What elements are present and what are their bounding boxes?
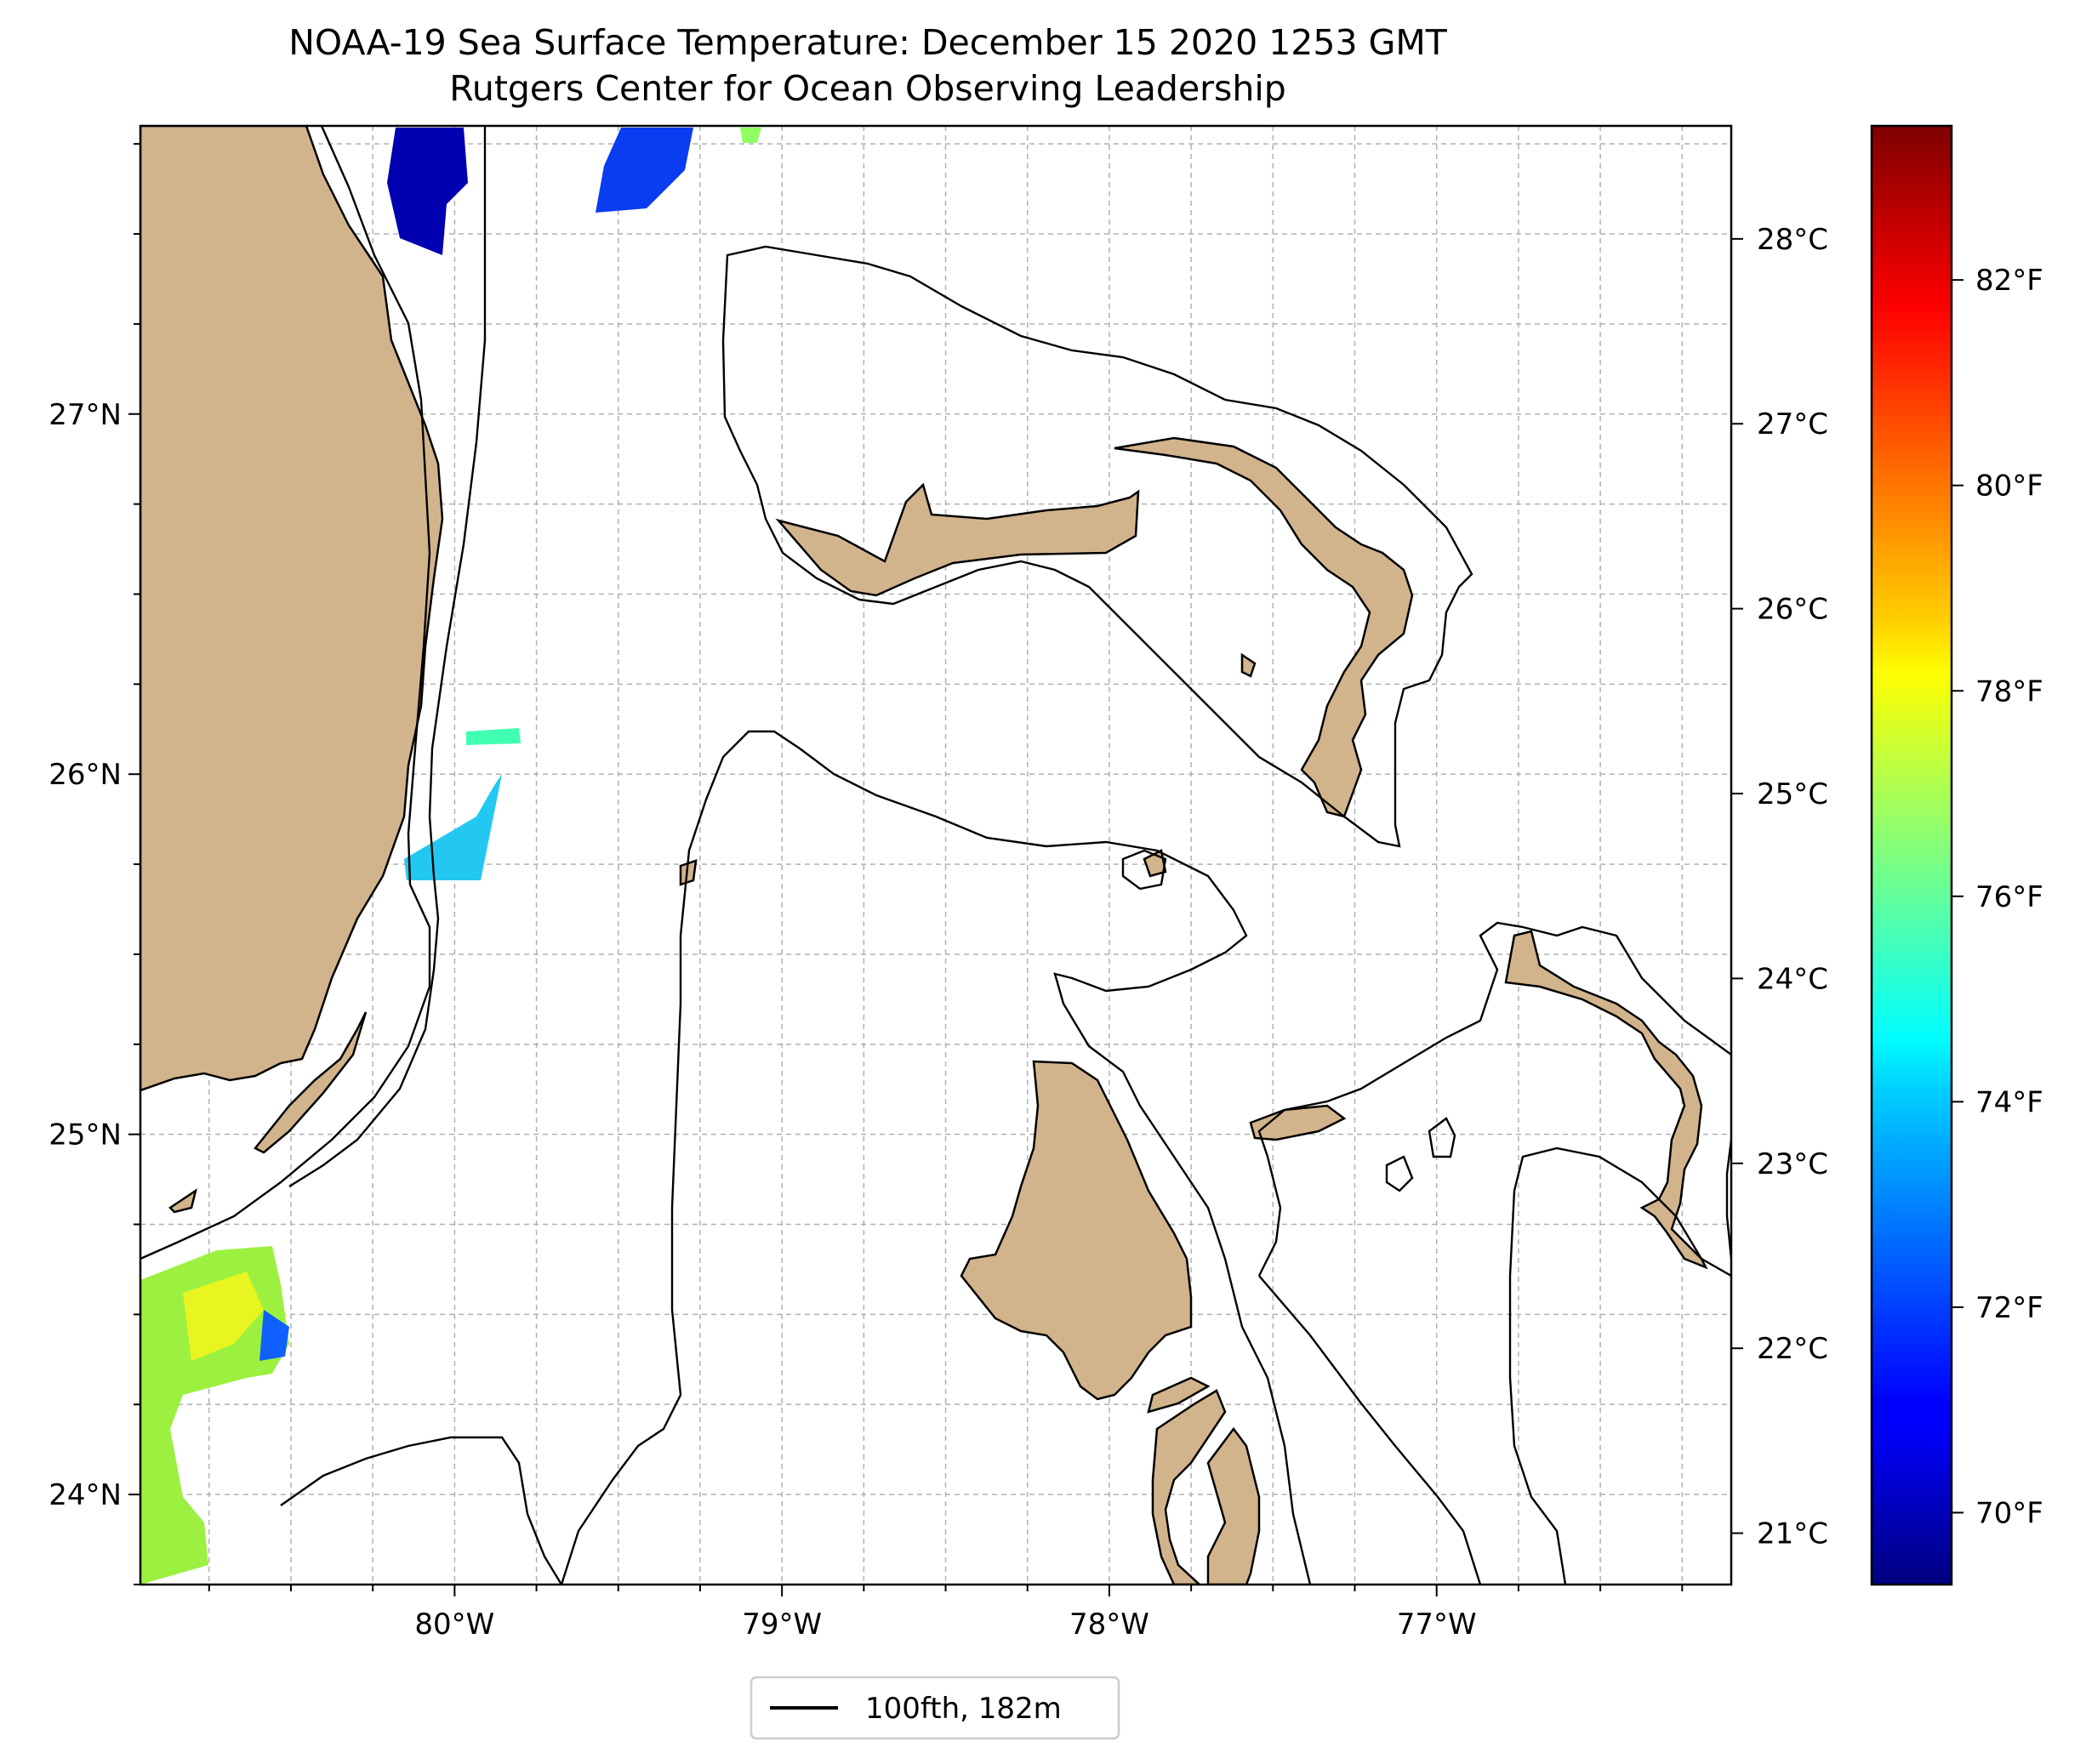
fahrenheit-tick-label: 70°F (1975, 1496, 2043, 1530)
x-tick-label: 79°W (742, 1608, 822, 1642)
y-axis-ticks: 24°N 25°N 26°N 27°N (48, 143, 140, 1585)
land-andros (960, 1060, 1193, 1401)
y-tick-label: 24°N (48, 1478, 122, 1512)
celsius-tick-label: 27°C (1757, 407, 1828, 441)
colorbar-frame (1870, 124, 1953, 1586)
contour-island-3 (1121, 849, 1167, 891)
celsius-tick-label: 22°C (1757, 1332, 1828, 1366)
sst-patch-north-blue (596, 128, 693, 213)
land-andros-south-3 (1206, 1426, 1261, 1585)
fahrenheit-tick-label: 76°F (1975, 880, 2043, 914)
contour-island-1 (1428, 1117, 1456, 1158)
celsius-tick-label: 28°C (1757, 223, 1828, 257)
legend-box (749, 1676, 1120, 1740)
y-tick-label: 26°N (48, 758, 122, 792)
land-eleuthera (1504, 930, 1708, 1270)
contour-eleuthera-east (1725, 1139, 1731, 1260)
legend: 100fth, 182m (749, 1676, 1120, 1740)
isobath-contours (140, 126, 1731, 1585)
land-florida (140, 126, 444, 1092)
x-tick-label: 77°W (1397, 1608, 1477, 1642)
contour-cay-sal (280, 1436, 563, 1585)
land-andros-south-2 (1151, 1389, 1227, 1585)
contour-exuma-sound (1508, 1147, 1731, 1585)
sst-patch-straits-strip (466, 728, 521, 745)
land-keys-2 (168, 1188, 197, 1214)
land-andros-south-1 (1147, 1376, 1211, 1414)
y-tick-label: 27°N (48, 398, 122, 432)
sst-patch-keys-yellow (183, 1272, 264, 1361)
celsius-tick-label: 26°C (1757, 593, 1828, 627)
fahrenheit-tick-label: 82°F (1975, 264, 2043, 298)
legend-label: 100fth, 182m (865, 1692, 1062, 1726)
fahrenheit-tick-label: 74°F (1975, 1085, 2043, 1119)
contour-tongue-south (1258, 1275, 1482, 1585)
contour-island-2 (1385, 1155, 1414, 1192)
colorbar: 70°F 72°F 74°F 76°F 78°F 80°F 82°F (1870, 124, 2043, 1586)
fahrenheit-ticks: 70°F 72°F 74°F 76°F 78°F 80°F 82°F (1952, 264, 2043, 1530)
fahrenheit-tick-label: 80°F (1975, 469, 2043, 504)
chart-subtitle: Rutgers Center for Ocean Observing Leade… (449, 68, 1286, 109)
contour-florida-shelf (140, 126, 431, 1260)
ocean-background (140, 126, 1731, 1585)
contour-little-bahama-bank (721, 245, 1473, 848)
sst-patch-north-small (740, 128, 761, 143)
land-grand-bahama (775, 482, 1140, 597)
map-panel: 80°W 79°W 78°W 77°W 24°N 25°N 26°N 27°N 21°C 22… (48, 124, 1828, 1642)
celsius-tick-label: 21°C (1757, 1517, 1828, 1551)
contour-bank-east (1257, 921, 1731, 1277)
y-tick-label: 25°N (48, 1118, 122, 1152)
sst-patch-north-cold (387, 128, 468, 255)
sst-patch-keys-green (140, 1246, 289, 1585)
celsius-ticks: 21°C 22°C 23°C 24°C 25°C 26°C 27°C 28°C (1731, 223, 1828, 1551)
land-keys-1 (254, 1011, 368, 1154)
colorbar-gradient (1872, 126, 1952, 1585)
sst-patch-straits-cyan (404, 774, 502, 880)
celsius-tick-label: 23°C (1757, 1147, 1828, 1181)
celsius-tick-label: 25°C (1757, 777, 1828, 811)
map-frame (139, 124, 1733, 1586)
celsius-tick-label: 24°C (1757, 962, 1828, 996)
fahrenheit-tick-label: 78°F (1975, 674, 2043, 708)
sst-patch-keys-blue (259, 1310, 289, 1361)
fahrenheit-tick-label: 72°F (1975, 1291, 2043, 1325)
contour-great-bahama-bank-north (560, 730, 1312, 1585)
landmasses (140, 126, 1708, 1585)
contour-straits-west (288, 126, 487, 1188)
x-axis-ticks: 80°W 79°W 78°W 77°W (208, 1585, 1684, 1642)
chart-title: NOAA-19 Sea Surface Temperature: Decembe… (288, 22, 1447, 63)
land-abaco-cay (1240, 652, 1257, 678)
land-cay-sal (679, 859, 698, 886)
x-tick-label: 80°W (414, 1608, 494, 1642)
x-tick-label: 78°W (1069, 1608, 1149, 1642)
